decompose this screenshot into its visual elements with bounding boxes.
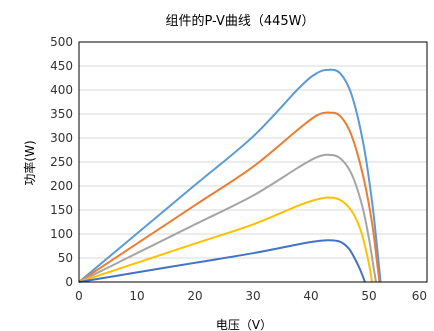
x-tick-label: 10 — [129, 289, 144, 303]
y-tick-label: 250 — [50, 155, 73, 169]
x-tick-label: 20 — [187, 289, 202, 303]
y-axis-label: 功率(W) — [22, 140, 37, 185]
y-tick-labels: 0 50 100 150 200 250 300 350 400 450 500 — [50, 35, 73, 289]
series-layer — [78, 68, 382, 283]
x-axis-label: 电压（V） — [216, 318, 272, 331]
x-tick-label: 60 — [412, 289, 427, 303]
x-tick-label: 50 — [361, 289, 376, 303]
series-line-4 — [78, 196, 373, 283]
y-tick-label: 50 — [58, 251, 73, 265]
x-tick-label: 30 — [245, 289, 260, 303]
x-tick-labels: 0 10 20 30 40 50 60 — [75, 289, 427, 303]
y-tick-label: 300 — [50, 131, 73, 145]
y-tick-label: 0 — [65, 275, 73, 289]
y-tick-label: 500 — [50, 35, 73, 49]
y-tick-label: 100 — [50, 227, 73, 241]
y-tick-label: 350 — [50, 107, 73, 121]
series-line-1 — [78, 68, 382, 283]
chart-title: 组件的P-V曲线（445W） — [165, 13, 314, 29]
y-tick-label: 450 — [50, 59, 73, 73]
series-line-2 — [78, 111, 381, 283]
x-tick-label: 0 — [75, 289, 83, 303]
x-tick-label: 40 — [303, 289, 318, 303]
series-line-3 — [78, 153, 377, 283]
y-tick-label: 200 — [50, 179, 73, 193]
plot-frame — [78, 41, 428, 283]
series-line-5 — [78, 239, 366, 283]
y-tick-label: 150 — [50, 203, 73, 217]
y-tick-label: 400 — [50, 83, 73, 97]
